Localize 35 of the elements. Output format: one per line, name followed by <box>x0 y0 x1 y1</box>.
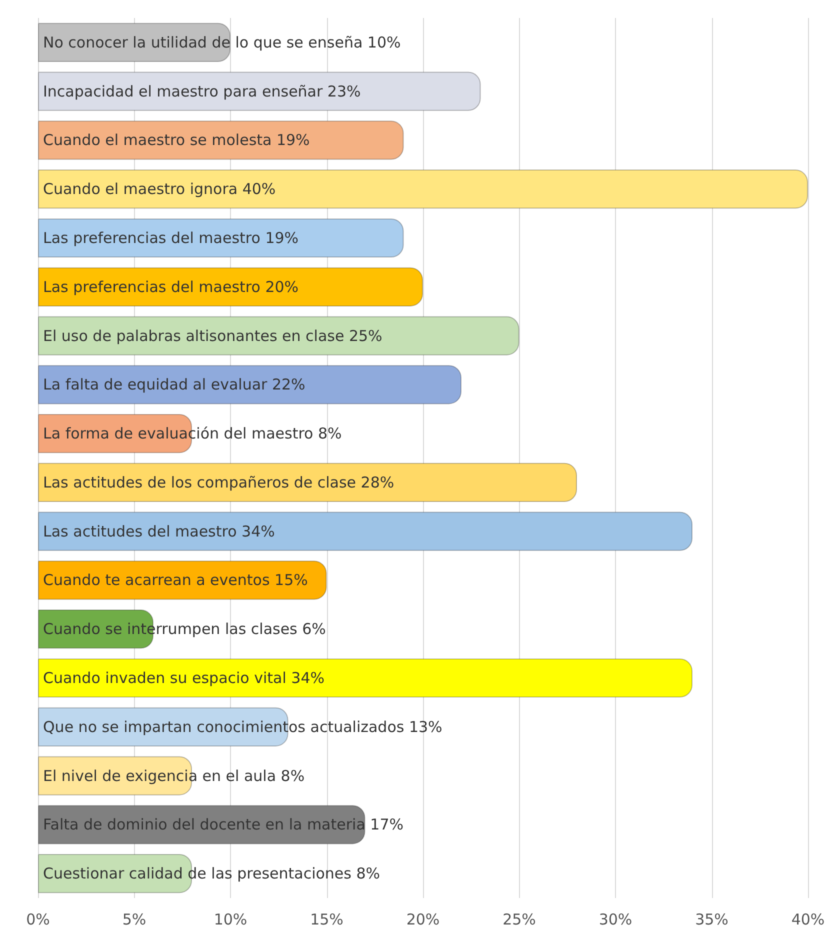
bar <box>38 512 692 551</box>
x-tick-label: 10% <box>214 910 248 928</box>
bar <box>38 120 404 160</box>
category-label: Las actitudes del maestro 34% <box>43 522 275 540</box>
bar <box>38 365 462 404</box>
category-label: Que no se impartan conocimientos actualizados 13% <box>43 718 442 736</box>
x-tick-label: 35% <box>695 910 728 928</box>
bar <box>38 267 423 306</box>
category-label: El nivel de exigencia en el aula 8% <box>43 766 305 785</box>
x-tick-label: 30% <box>598 910 632 928</box>
bar <box>38 462 577 502</box>
category-label: Cuando el maestro ignora 40% <box>43 180 276 198</box>
category-label: Falta de dominio del docente en la materia 17% <box>43 816 404 834</box>
x-tick-label: 40% <box>791 910 825 928</box>
category-label: Incapacidad el maestro para enseñar 23% <box>43 82 361 100</box>
bar <box>38 560 327 600</box>
bar <box>38 72 481 111</box>
x-tick-label: 20% <box>406 910 440 928</box>
category-label: Las actitudes de los compañeros de clase 28% <box>43 473 394 492</box>
category-label: Cuando invaden su espacio vital 34% <box>43 669 325 687</box>
bar <box>38 658 692 698</box>
category-label: El uso de palabras altisonantes en clase 25% <box>43 326 382 345</box>
x-tick-label: 5% <box>122 910 146 928</box>
category-label: Las preferencias del maestro 19% <box>43 229 299 247</box>
category-label: No conocer la utilidad de lo que se enseña 10% <box>43 33 401 52</box>
bar <box>38 218 404 258</box>
x-tick-label: 15% <box>310 910 344 928</box>
category-label: La falta de equidad al evaluar 22% <box>43 376 306 394</box>
x-tick-label: 0% <box>26 910 50 928</box>
category-label: Cuando te acarrean a eventos 15% <box>43 571 308 590</box>
bar <box>38 170 808 209</box>
category-label: Cuando el maestro se molesta 19% <box>43 131 310 150</box>
bar <box>38 316 520 356</box>
category-label: Las preferencias del maestro 20% <box>43 278 299 296</box>
x-tick-label: 25% <box>502 910 536 928</box>
